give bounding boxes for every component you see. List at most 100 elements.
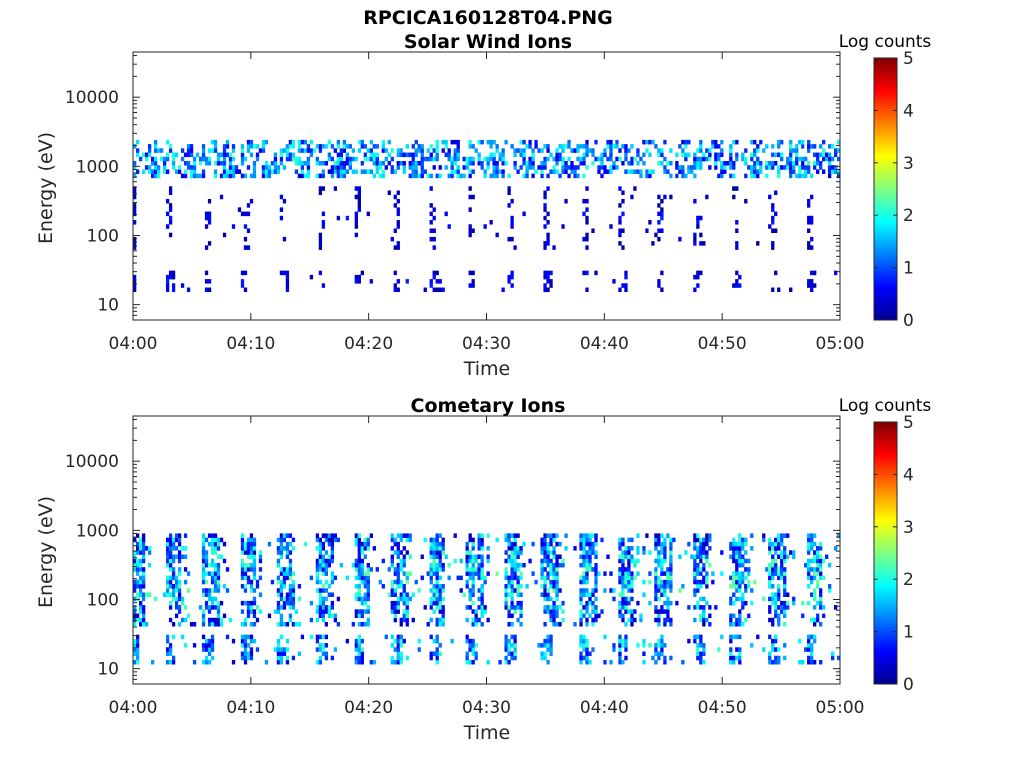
spectrogram-cell: [165, 647, 170, 652]
spectrogram-cell: [636, 533, 640, 538]
spectrogram-cell: [288, 144, 293, 149]
spectrogram-cell: [663, 554, 667, 560]
spectrogram-cell: [639, 613, 643, 619]
spectrogram-cell: [618, 203, 622, 208]
spectrogram-cell: [183, 169, 188, 174]
spectrogram-cell: [702, 554, 706, 560]
spectrogram-cell: [435, 144, 439, 149]
spectrogram-cell: [699, 605, 703, 610]
spectrogram-cell: [603, 588, 607, 593]
spectrogram-cell: [801, 144, 805, 149]
spectrogram-cell: [459, 173, 463, 179]
plot-frame-solar-wind: [132, 51, 841, 321]
spectrogram-cell: [696, 579, 700, 585]
spectrogram-cell: [276, 609, 281, 614]
spectrogram-cell: [213, 173, 218, 179]
spectrogram-cell: [468, 228, 472, 233]
spectrogram-cell: [318, 245, 323, 250]
spectrogram-cell: [468, 575, 472, 581]
spectrogram-cell: [252, 562, 257, 568]
spectrogram-cell: [282, 651, 287, 657]
spectrogram-cell: [285, 156, 290, 162]
spectrogram-cell: [630, 537, 634, 543]
spectrogram-cell: [354, 186, 358, 191]
spectrogram-cell: [477, 567, 481, 572]
spectrogram-cell: [354, 211, 358, 217]
spectrogram-cell: [618, 592, 622, 597]
spectrogram-cell: [654, 546, 658, 551]
spectrogram-cell: [399, 562, 403, 568]
spectrogram-cell: [360, 600, 364, 606]
spectrogram-cell: [828, 562, 832, 568]
spectrogram-cell: [705, 584, 709, 589]
spectrogram-cell: [579, 600, 583, 606]
spectrogram-cell: [438, 609, 442, 614]
spectrogram-cell: [396, 579, 400, 585]
spectrogram-cell: [396, 287, 400, 293]
spectrogram-cell: [432, 558, 436, 564]
spectrogram-cell: [702, 537, 706, 543]
spectrogram-cell: [456, 144, 460, 149]
spectrogram-cell: [336, 173, 341, 179]
spectrogram-cell: [669, 562, 673, 568]
spectrogram-cell: [597, 156, 601, 162]
x-tick-label: 04:40: [580, 334, 629, 354]
spectrogram-cell: [567, 139, 571, 145]
spectrogram-cell: [360, 651, 364, 657]
spectrogram-cell: [480, 571, 484, 576]
spectrogram-cell: [609, 659, 613, 665]
spectrogram-cell: [183, 533, 188, 538]
spectrogram-cell: [360, 609, 364, 614]
spectrogram-cell: [822, 139, 826, 145]
spectrogram-cell: [420, 575, 424, 581]
spectrogram-cell: [558, 605, 562, 610]
spectrogram-cell: [735, 621, 739, 627]
spectrogram-cell: [750, 546, 754, 551]
spectrogram-cell: [318, 592, 323, 597]
spectrogram-cell: [429, 567, 433, 572]
panel-title-solar-wind: Solar Wind Ions: [404, 31, 572, 53]
spectrogram-cell: [630, 596, 634, 602]
spectrogram-cell: [789, 160, 793, 166]
spectrogram-cell: [402, 562, 406, 568]
spectrogram-cell: [390, 605, 394, 610]
spectrogram-cell: [432, 562, 436, 568]
spectrogram-cell: [621, 638, 625, 644]
spectrogram-cell: [633, 609, 637, 614]
spectrogram-cell: [618, 156, 622, 162]
spectrogram-cell: [579, 156, 583, 162]
spectrogram-cell: [555, 588, 559, 593]
spectrogram-cell: [441, 617, 445, 623]
spectrogram-cell: [588, 567, 592, 572]
spectrogram-cell: [549, 609, 553, 614]
spectrogram-cell: [435, 617, 439, 623]
spectrogram-cell: [813, 638, 817, 644]
spectrogram-cell: [546, 270, 550, 276]
spectrogram-cell: [213, 562, 218, 568]
spectrogram-cell: [492, 139, 496, 145]
spectrogram-cell: [798, 659, 802, 665]
spectrogram-cell: [627, 169, 631, 174]
spectrogram-cell: [597, 571, 601, 576]
spectrogram-cell: [552, 554, 556, 560]
spectrogram-cell: [666, 596, 670, 602]
spectrogram-cell: [207, 621, 212, 627]
spectrogram-cell: [651, 241, 655, 246]
spectrogram-cell: [279, 655, 284, 661]
spectrogram-cell: [133, 194, 137, 200]
spectrogram-cell: [240, 279, 245, 284]
spectrogram-cell: [618, 571, 622, 576]
spectrogram-cell: [153, 169, 158, 174]
spectrogram-cell: [780, 605, 784, 610]
spectrogram-cell: [240, 156, 245, 162]
spectrogram-cell: [828, 160, 832, 166]
spectrogram-cell: [771, 287, 775, 293]
spectrogram-cell: [357, 588, 361, 593]
spectrogram-cell: [495, 173, 499, 179]
spectrogram-cell: [357, 655, 361, 661]
spectrogram-cell: [168, 541, 173, 547]
spectrogram-cell: [480, 609, 484, 614]
spectrogram-cell: [531, 541, 535, 547]
spectrogram-cell: [774, 609, 778, 614]
spectrogram-cell: [546, 148, 550, 153]
